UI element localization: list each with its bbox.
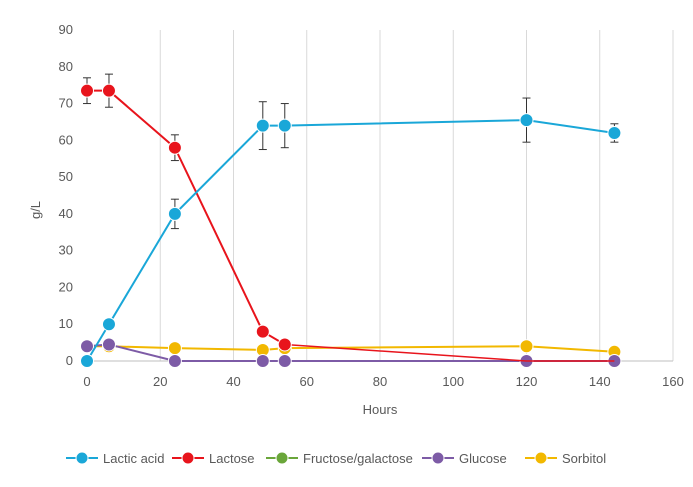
y-tick-20: 20 xyxy=(59,279,73,294)
y-tick-70: 70 xyxy=(59,96,73,111)
lactose-line xyxy=(87,89,286,346)
y-tick-50: 50 xyxy=(59,169,73,184)
lactic-acid-point xyxy=(80,354,94,368)
legend-marker xyxy=(275,451,289,465)
y-tick-40: 40 xyxy=(59,206,73,221)
lactose-point xyxy=(101,83,116,98)
glucose-point xyxy=(167,354,182,368)
legend-marker xyxy=(431,451,445,465)
x-tick-labels: 0 20 40 60 80 100 120 140 160 xyxy=(83,374,683,389)
legend-marker xyxy=(181,451,195,465)
glucose-point xyxy=(277,354,292,368)
series-lactose xyxy=(80,73,615,362)
y-tick-80: 80 xyxy=(59,59,73,74)
y-tick-0: 0 xyxy=(66,353,73,368)
legend-item-lactose: Lactose xyxy=(172,451,255,466)
y-axis-label: g/L xyxy=(28,201,43,219)
lactic-acid-line xyxy=(86,119,615,362)
y-tick-10: 10 xyxy=(59,316,73,331)
legend-label: Lactose xyxy=(209,451,255,466)
x-tick-60: 60 xyxy=(300,374,314,389)
x-tick-20: 20 xyxy=(153,374,167,389)
lactic-acid-point xyxy=(255,118,270,133)
x-tick-80: 80 xyxy=(373,374,387,389)
glucose-point xyxy=(80,339,94,354)
legend-label: Glucose xyxy=(459,451,507,466)
sorbitol-point xyxy=(519,339,534,354)
lactic-acid-point xyxy=(167,206,182,221)
lactic-acid-point xyxy=(277,118,292,133)
x-tick-160: 160 xyxy=(662,374,684,389)
glucose-point xyxy=(101,337,116,352)
x-tick-100: 100 xyxy=(442,374,464,389)
lactic-acid-point xyxy=(101,317,116,332)
lactose-trail xyxy=(284,343,615,362)
lactose-point xyxy=(277,337,292,352)
y-tick-60: 60 xyxy=(59,132,73,147)
lactic-acid-point xyxy=(607,125,622,140)
legend-label: Lactic acid xyxy=(103,451,164,466)
lactic-acid-point xyxy=(519,113,534,128)
series-glucose xyxy=(80,337,622,368)
legend-label: Sorbitol xyxy=(562,451,606,466)
series-lactic-acid xyxy=(80,97,622,368)
legend-marker xyxy=(75,451,89,465)
y-tick-labels: 0 10 20 30 40 50 60 70 80 90 xyxy=(59,22,73,368)
y-tick-90: 90 xyxy=(59,22,73,37)
sorbitol-point xyxy=(167,341,182,356)
x-tick-140: 140 xyxy=(589,374,611,389)
x-tick-0: 0 xyxy=(83,374,90,389)
x-tick-120: 120 xyxy=(516,374,538,389)
lactose-point xyxy=(167,140,182,155)
legend-item-lactic-acid: Lactic acid xyxy=(66,451,164,466)
x-axis-label: Hours xyxy=(363,402,398,417)
lactose-point xyxy=(80,83,94,98)
legend-item-sorbitol: Sorbitol xyxy=(525,451,606,466)
legend-label: Fructose/galactose xyxy=(303,451,413,466)
gridlines xyxy=(159,30,674,361)
legend-item-glucose: Glucose xyxy=(422,451,507,466)
x-tick-40: 40 xyxy=(226,374,240,389)
lactose-point xyxy=(255,324,270,339)
legend-item-fructose-galactose: Fructose/galactose xyxy=(266,451,413,466)
legend: Lactic acid Lactose Fructose/galactose Gluc… xyxy=(66,451,606,466)
glucose-point xyxy=(255,354,270,368)
series-layer xyxy=(80,73,622,368)
y-tick-30: 30 xyxy=(59,243,73,258)
legend-marker xyxy=(534,451,548,465)
